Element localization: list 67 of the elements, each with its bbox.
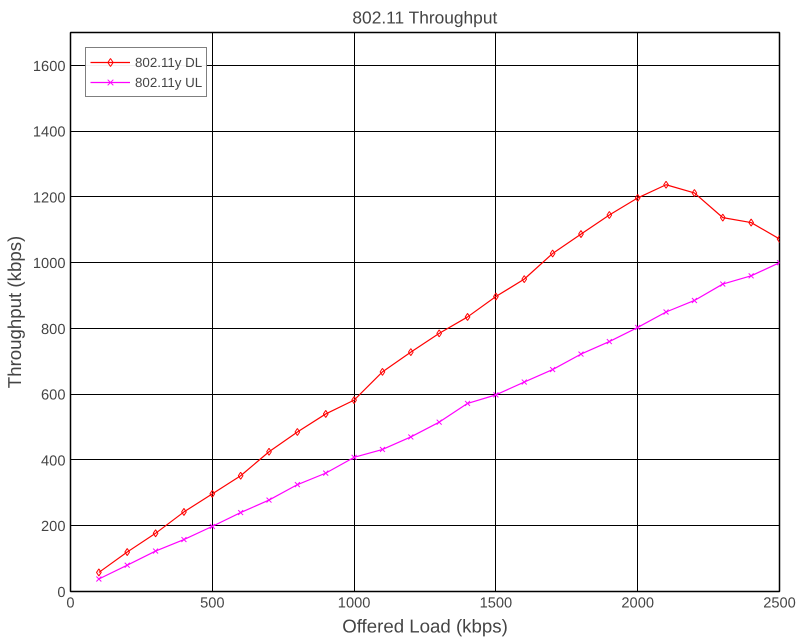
point xyxy=(181,508,187,516)
x-tick-label: 1500 xyxy=(480,596,512,612)
y-tick-label: 0 xyxy=(57,585,66,601)
y-tick-label: 200 xyxy=(41,519,66,536)
point xyxy=(322,410,329,418)
point xyxy=(436,329,442,338)
point xyxy=(464,400,471,406)
point xyxy=(436,419,442,426)
point xyxy=(379,446,386,452)
x-tick-label: 2500 xyxy=(763,596,796,612)
point xyxy=(691,298,698,304)
point xyxy=(238,510,244,516)
point xyxy=(578,351,584,358)
x-tick-label: 500 xyxy=(200,596,225,612)
y-tick-label: 1000 xyxy=(32,256,66,272)
point xyxy=(720,214,726,222)
point xyxy=(521,379,528,386)
point xyxy=(550,249,556,258)
chart-title: 802.11 Throughput xyxy=(352,8,498,28)
point xyxy=(634,194,641,202)
point xyxy=(294,482,300,488)
point xyxy=(180,536,187,543)
point xyxy=(550,366,556,373)
y-tick-label: 1200 xyxy=(32,190,66,206)
y-tick-label: 800 xyxy=(41,322,66,338)
point xyxy=(663,180,669,189)
point xyxy=(493,292,499,301)
y-tick-label: 400 xyxy=(41,453,66,470)
point xyxy=(351,454,358,460)
point xyxy=(152,529,158,538)
point xyxy=(351,396,357,404)
point xyxy=(96,568,102,576)
point xyxy=(294,428,300,436)
legend-label: 802.11y UL xyxy=(135,74,202,90)
point xyxy=(124,548,130,556)
point xyxy=(209,523,216,530)
point xyxy=(521,275,528,284)
point xyxy=(578,230,584,238)
point xyxy=(124,562,130,568)
point xyxy=(266,497,272,504)
point xyxy=(209,490,216,498)
y-tick-label: 1600 xyxy=(32,58,66,75)
point xyxy=(634,324,641,330)
point xyxy=(408,348,414,356)
x-axis-title: Offered Load (kbps) xyxy=(342,616,508,636)
point xyxy=(606,210,612,219)
point xyxy=(96,576,102,582)
x-tick-label: 1000 xyxy=(338,596,370,612)
point xyxy=(322,470,329,476)
y-tick-label: 600 xyxy=(41,388,66,404)
point xyxy=(720,281,726,288)
legend-label: 802.11y DL xyxy=(135,54,202,70)
point xyxy=(152,548,159,554)
point xyxy=(748,218,754,227)
point xyxy=(464,312,470,321)
y-axis-title: Throughput (kbps) xyxy=(4,236,25,388)
point xyxy=(492,392,499,398)
point xyxy=(748,272,754,279)
point xyxy=(266,448,272,456)
point xyxy=(692,188,698,197)
y-tick-label: 1400 xyxy=(32,124,66,141)
point xyxy=(408,434,414,440)
point xyxy=(606,338,612,345)
x-tick-label: 2000 xyxy=(621,596,654,612)
point xyxy=(380,368,386,376)
point xyxy=(663,309,670,315)
point xyxy=(238,472,244,480)
